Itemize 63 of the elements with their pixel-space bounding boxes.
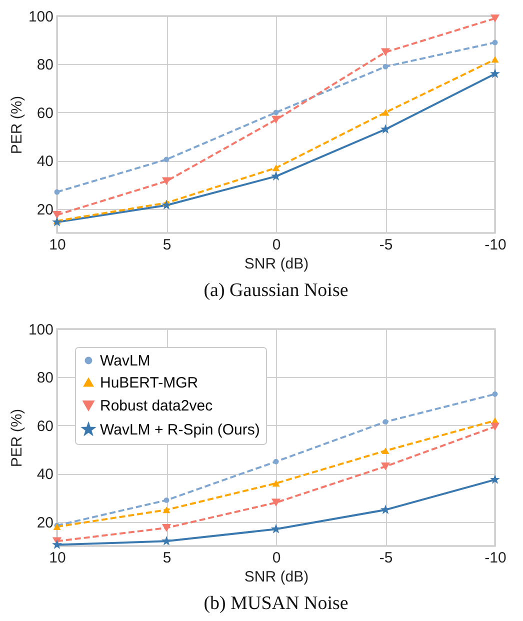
x-tick-label: -10 xyxy=(484,550,506,566)
point xyxy=(491,56,499,63)
point xyxy=(380,462,390,470)
x-tick-label: 10 xyxy=(49,236,66,254)
point xyxy=(382,109,390,116)
point xyxy=(492,40,498,46)
legend-label: WavLM + R-Spin (Ours) xyxy=(100,422,260,438)
point xyxy=(164,497,170,503)
y-tick-label: 80 xyxy=(36,370,54,387)
point xyxy=(272,480,280,487)
y-tick-label: 80 xyxy=(36,56,54,74)
x-tick-label: 5 xyxy=(162,236,172,254)
x-tick-label: -10 xyxy=(484,236,506,254)
text: (b) MUSAN Noise xyxy=(204,593,348,614)
point xyxy=(271,116,281,124)
x-tick-label: -5 xyxy=(379,236,393,254)
point xyxy=(382,419,388,425)
legend-label: HuBERT-MGR xyxy=(100,374,198,392)
y-axis-title: PER (%) xyxy=(8,408,26,468)
point xyxy=(52,540,62,550)
y-tick-label: 100 xyxy=(28,8,54,26)
point xyxy=(271,524,281,534)
point xyxy=(490,14,500,22)
legend-label: WavLM xyxy=(100,352,150,370)
point xyxy=(162,177,172,186)
point xyxy=(164,156,170,162)
y-tick-label: 100 xyxy=(28,322,54,338)
x-tick-label: 0 xyxy=(272,550,281,566)
x-tick-label: 0 xyxy=(272,236,281,254)
text: (a) Gaussian Noise xyxy=(204,280,348,301)
y-tick-label: 60 xyxy=(36,104,54,122)
y-axis-title: PER (%) xyxy=(8,96,26,154)
x-tick-label: 5 xyxy=(162,550,172,566)
point xyxy=(380,124,390,134)
legend-label: Robust data2vec xyxy=(100,398,214,414)
y-tick-label: 20 xyxy=(36,514,54,532)
point xyxy=(272,164,280,172)
y-tick-label: 40 xyxy=(36,466,54,484)
point xyxy=(490,474,500,484)
point xyxy=(490,422,500,431)
point xyxy=(162,506,170,514)
x-tick-label: -5 xyxy=(379,550,393,566)
point xyxy=(380,504,390,514)
point xyxy=(273,458,279,464)
point xyxy=(52,210,62,219)
point xyxy=(162,200,172,210)
point xyxy=(382,64,388,70)
point xyxy=(380,48,390,56)
point xyxy=(162,524,172,532)
x-axis-title: SNR (dB) xyxy=(244,568,309,586)
point xyxy=(54,189,60,195)
point xyxy=(492,391,498,397)
y-tick-label: 60 xyxy=(36,418,54,435)
x-axis-title: SNR (dB) xyxy=(244,256,309,272)
point xyxy=(162,536,172,546)
point xyxy=(271,171,281,181)
point xyxy=(273,110,279,116)
point xyxy=(271,498,281,507)
point xyxy=(490,68,500,78)
x-tick-label: 10 xyxy=(49,550,66,566)
point xyxy=(382,448,390,454)
y-tick-label: 20 xyxy=(36,201,54,218)
y-tick-label: 40 xyxy=(36,153,54,170)
